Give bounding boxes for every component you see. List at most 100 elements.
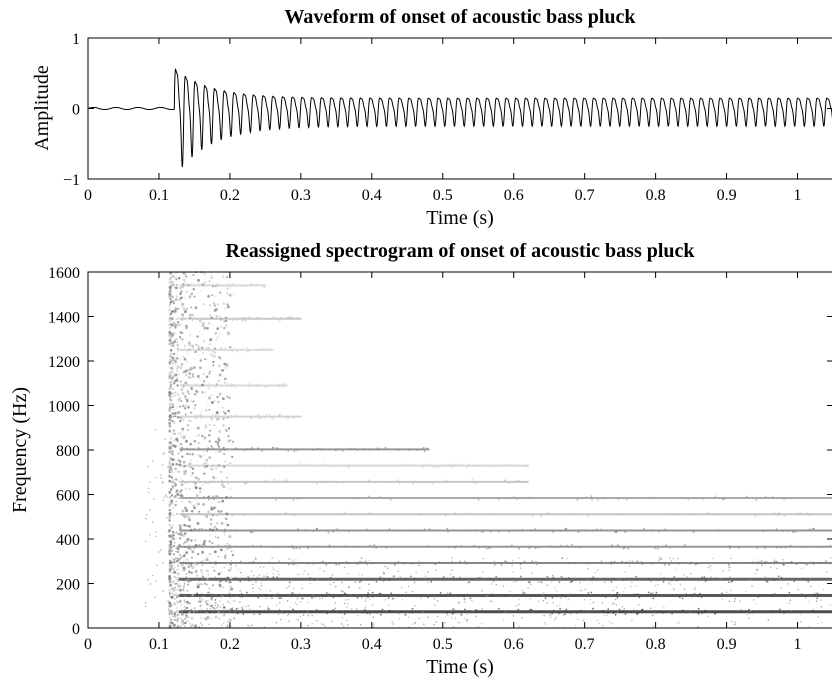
spectrogram-point: [426, 463, 429, 466]
low-freq-point: [825, 571, 828, 573]
onset-point: [192, 287, 196, 291]
low-freq-point: [511, 564, 513, 566]
low-freq-point: [359, 623, 362, 626]
onset-point: [229, 464, 232, 467]
spectrogram-point: [381, 608, 384, 611]
onset-point: [169, 326, 172, 329]
onset-point: [169, 371, 173, 374]
spectrogram-point: [227, 385, 229, 388]
spectrogram-point: [197, 349, 200, 352]
onset-point: [194, 486, 198, 490]
low-freq-point: [190, 610, 192, 613]
onset-point: [168, 593, 171, 595]
onset-point: [181, 479, 184, 482]
onset-point: [179, 358, 183, 361]
spectrogram-point: [284, 511, 287, 514]
spectrogram-point: [655, 591, 658, 594]
low-freq-point: [454, 617, 457, 620]
spectrogram-point: [703, 611, 706, 613]
spectrogram-point: [183, 579, 185, 581]
spectrogram-point: [217, 544, 220, 547]
pre-onset-point: [145, 514, 148, 516]
low-freq-point: [414, 622, 416, 624]
spectrogram-point: [257, 384, 259, 387]
onset-point: [208, 528, 212, 532]
waveform-xtick-label: 0.2: [220, 187, 240, 204]
onset-point: [188, 518, 191, 522]
spectrogram-point: [756, 547, 758, 549]
spectrogram-point: [186, 283, 189, 285]
onset-point: [190, 616, 194, 620]
low-freq-point: [206, 578, 208, 581]
low-freq-point: [657, 583, 659, 586]
onset-point: [168, 448, 171, 451]
low-freq-point: [200, 609, 203, 611]
low-freq-point: [754, 602, 757, 605]
onset-point: [180, 593, 183, 597]
onset-point: [208, 423, 211, 426]
spectrogram-point: [411, 607, 414, 610]
spectrogram-point: [375, 547, 378, 549]
onset-point: [214, 451, 217, 454]
low-freq-point: [678, 621, 680, 624]
onset-point: [172, 582, 175, 585]
onset-point: [203, 454, 206, 457]
onset-point: [198, 331, 201, 334]
onset-point: [182, 469, 186, 473]
onset-point: [175, 348, 178, 351]
spectrogram-point: [307, 547, 309, 550]
onset-point: [222, 397, 225, 401]
spectrogram-point: [235, 608, 238, 610]
onset-point: [174, 325, 177, 328]
onset-point: [191, 550, 195, 554]
low-freq-point: [285, 577, 287, 579]
low-freq-point: [201, 572, 203, 574]
onset-point: [196, 502, 199, 505]
low-freq-point: [230, 567, 232, 569]
spectrogram-point: [592, 529, 595, 532]
spectrogram-point: [771, 496, 774, 498]
onset-point: [188, 487, 191, 490]
spectrogram-point: [207, 284, 210, 286]
low-freq-point: [459, 576, 461, 578]
spectrogram-point: [809, 561, 811, 564]
spectrogram-point: [357, 561, 360, 564]
low-freq-point: [258, 574, 261, 576]
spectrogram-point: [783, 498, 785, 500]
spectrogram-point: [508, 463, 510, 466]
onset-point: [182, 561, 185, 565]
onset-point: [178, 298, 181, 301]
onset-point: [212, 302, 215, 305]
spectrogram-point: [336, 448, 338, 451]
spectrogram-point: [268, 561, 270, 564]
spectrogram-point: [385, 578, 388, 581]
spectrogram-point: [396, 479, 399, 481]
spectrogram-point: [228, 349, 231, 352]
waveform-ytick-label: −1: [63, 172, 80, 189]
onset-point: [173, 420, 176, 423]
low-freq-point: [382, 580, 384, 582]
low-freq-point: [808, 600, 810, 603]
onset-point: [172, 375, 175, 378]
onset-point: [200, 560, 204, 564]
spectrogram-point: [789, 544, 792, 547]
onset-point: [230, 585, 233, 588]
onset-point: [169, 502, 173, 505]
spectrogram-point: [366, 594, 369, 597]
spectrogram-point: [699, 592, 701, 595]
low-freq-point: [807, 563, 809, 566]
onset-point: [201, 434, 203, 437]
onset-point: [208, 456, 212, 459]
spectrogram-point: [197, 529, 199, 531]
onset-point: [174, 373, 178, 377]
low-freq-point: [214, 604, 217, 607]
onset-point: [182, 386, 185, 389]
low-freq-point: [729, 576, 731, 578]
low-freq-point: [248, 625, 251, 628]
low-freq-point: [751, 585, 753, 587]
low-freq-point: [223, 566, 226, 569]
low-freq-point: [555, 604, 558, 607]
onset-point: [211, 541, 214, 545]
onset-point: [185, 404, 188, 407]
low-freq-point: [629, 586, 632, 588]
